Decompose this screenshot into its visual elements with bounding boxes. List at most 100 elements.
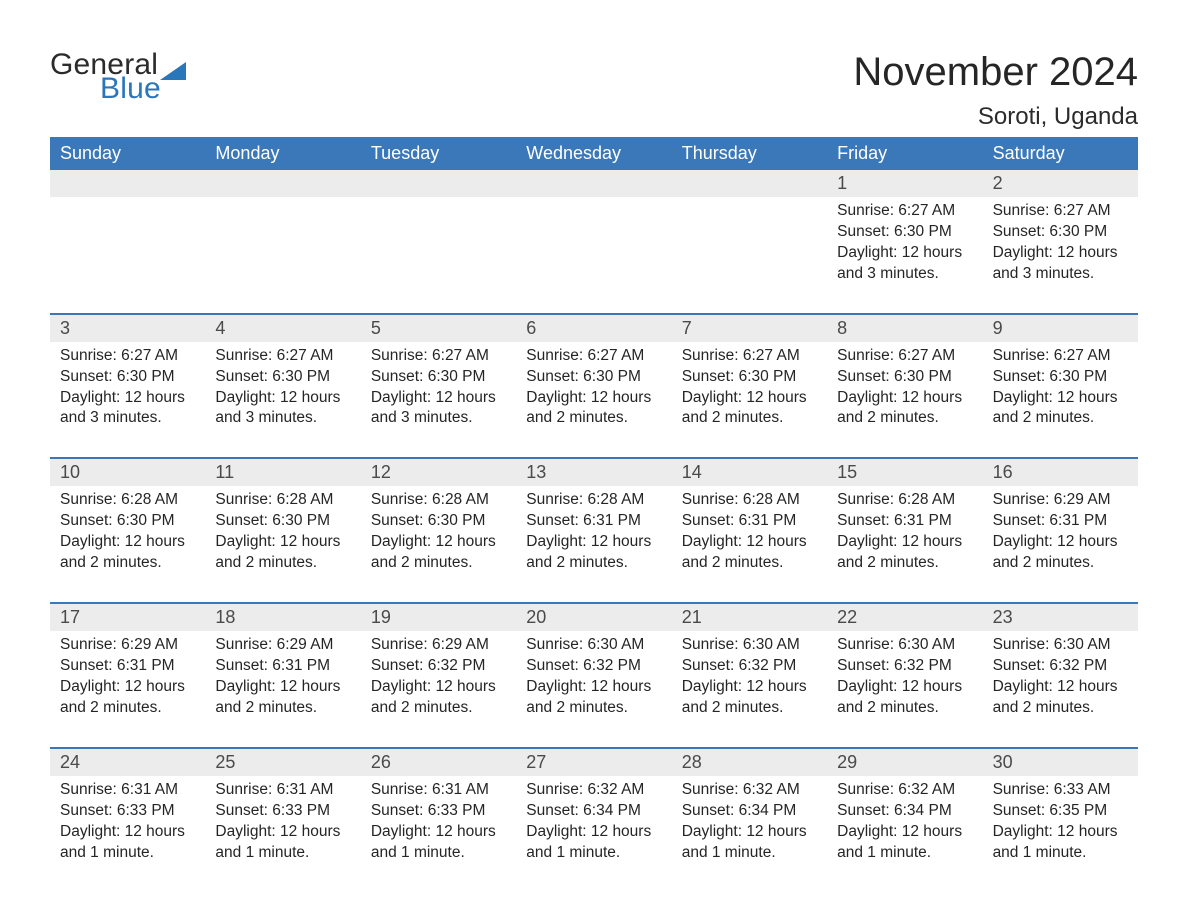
sunrise-line: Sunrise: 6:29 AM: [215, 635, 350, 656]
day-number: 16: [983, 459, 1138, 486]
daylight-line: Daylight: 12 hours and 1 minute.: [215, 822, 350, 864]
sunset-line: Sunset: 6:30 PM: [993, 367, 1128, 388]
day-cell: Sunrise: 6:27 AMSunset: 6:30 PMDaylight:…: [205, 342, 360, 440]
day-number: [361, 170, 516, 197]
calendar: SundayMondayTuesdayWednesdayThursdayFrid…: [50, 137, 1138, 873]
sunrise-line: Sunrise: 6:29 AM: [371, 635, 506, 656]
daylight-line: Daylight: 12 hours and 3 minutes.: [60, 388, 195, 430]
day-cell: [361, 197, 516, 295]
day-number: 7: [672, 315, 827, 342]
sunrise-line: Sunrise: 6:27 AM: [526, 346, 661, 367]
header: General Blue November 2024 Soroti, Ugand…: [50, 50, 1138, 131]
day-number: 17: [50, 604, 205, 631]
daylight-line: Daylight: 12 hours and 2 minutes.: [682, 677, 817, 719]
day-number: 2: [983, 170, 1138, 197]
day-cell: Sunrise: 6:29 AMSunset: 6:31 PMDaylight:…: [983, 486, 1138, 584]
sunset-line: Sunset: 6:34 PM: [682, 801, 817, 822]
day-body-row: Sunrise: 6:28 AMSunset: 6:30 PMDaylight:…: [50, 486, 1138, 584]
sunrise-line: Sunrise: 6:27 AM: [837, 201, 972, 222]
day-number: 30: [983, 749, 1138, 776]
dow-cell: Tuesday: [361, 137, 516, 170]
day-body-row: Sunrise: 6:27 AMSunset: 6:30 PMDaylight:…: [50, 342, 1138, 440]
day-cell: Sunrise: 6:27 AMSunset: 6:30 PMDaylight:…: [516, 342, 671, 440]
day-number: 27: [516, 749, 671, 776]
day-number: 15: [827, 459, 982, 486]
location: Soroti, Uganda: [853, 103, 1138, 131]
day-number: 10: [50, 459, 205, 486]
sunset-line: Sunset: 6:30 PM: [526, 367, 661, 388]
week-row: 24252627282930Sunrise: 6:31 AMSunset: 6:…: [50, 747, 1138, 874]
day-cell: Sunrise: 6:29 AMSunset: 6:31 PMDaylight:…: [50, 631, 205, 729]
sunrise-line: Sunrise: 6:27 AM: [682, 346, 817, 367]
dow-cell: Monday: [205, 137, 360, 170]
sunset-line: Sunset: 6:32 PM: [837, 656, 972, 677]
sunset-line: Sunset: 6:31 PM: [60, 656, 195, 677]
day-cell: Sunrise: 6:28 AMSunset: 6:31 PMDaylight:…: [516, 486, 671, 584]
day-cell: Sunrise: 6:33 AMSunset: 6:35 PMDaylight:…: [983, 776, 1138, 874]
sunrise-line: Sunrise: 6:30 AM: [837, 635, 972, 656]
sunrise-line: Sunrise: 6:28 AM: [682, 490, 817, 511]
daylight-line: Daylight: 12 hours and 1 minute.: [837, 822, 972, 864]
sunrise-line: Sunrise: 6:31 AM: [215, 780, 350, 801]
day-number: 12: [361, 459, 516, 486]
day-number: 8: [827, 315, 982, 342]
day-number: 3: [50, 315, 205, 342]
daylight-line: Daylight: 12 hours and 2 minutes.: [993, 677, 1128, 719]
day-number: 29: [827, 749, 982, 776]
daylight-line: Daylight: 12 hours and 1 minute.: [993, 822, 1128, 864]
day-cell: Sunrise: 6:28 AMSunset: 6:30 PMDaylight:…: [205, 486, 360, 584]
sunrise-line: Sunrise: 6:28 AM: [215, 490, 350, 511]
day-cell: Sunrise: 6:27 AMSunset: 6:30 PMDaylight:…: [827, 342, 982, 440]
daylight-line: Daylight: 12 hours and 1 minute.: [526, 822, 661, 864]
sunset-line: Sunset: 6:33 PM: [371, 801, 506, 822]
month-title: November 2024: [853, 50, 1138, 95]
day-cell: [672, 197, 827, 295]
sunrise-line: Sunrise: 6:27 AM: [837, 346, 972, 367]
sunset-line: Sunset: 6:30 PM: [215, 511, 350, 532]
sunrise-line: Sunrise: 6:28 AM: [371, 490, 506, 511]
day-body-row: Sunrise: 6:27 AMSunset: 6:30 PMDaylight:…: [50, 197, 1138, 295]
sunrise-line: Sunrise: 6:30 AM: [993, 635, 1128, 656]
daylight-line: Daylight: 12 hours and 2 minutes.: [371, 677, 506, 719]
day-number: 18: [205, 604, 360, 631]
week-row: 10111213141516Sunrise: 6:28 AMSunset: 6:…: [50, 457, 1138, 584]
sunset-line: Sunset: 6:30 PM: [371, 367, 506, 388]
day-cell: Sunrise: 6:29 AMSunset: 6:32 PMDaylight:…: [361, 631, 516, 729]
day-number: 5: [361, 315, 516, 342]
day-cell: Sunrise: 6:31 AMSunset: 6:33 PMDaylight:…: [361, 776, 516, 874]
daylight-line: Daylight: 12 hours and 2 minutes.: [215, 532, 350, 574]
daylight-line: Daylight: 12 hours and 2 minutes.: [526, 532, 661, 574]
day-number: 21: [672, 604, 827, 631]
daynum-band: 3456789: [50, 315, 1138, 342]
daylight-line: Daylight: 12 hours and 2 minutes.: [993, 388, 1128, 430]
daylight-line: Daylight: 12 hours and 1 minute.: [371, 822, 506, 864]
sunset-line: Sunset: 6:30 PM: [837, 367, 972, 388]
daynum-band: 17181920212223: [50, 604, 1138, 631]
daylight-line: Daylight: 12 hours and 2 minutes.: [682, 532, 817, 574]
title-block: November 2024 Soroti, Uganda: [853, 50, 1138, 131]
logo-text-blue: Blue: [100, 74, 186, 104]
sunrise-line: Sunrise: 6:30 AM: [682, 635, 817, 656]
daylight-line: Daylight: 12 hours and 2 minutes.: [837, 677, 972, 719]
daylight-line: Daylight: 12 hours and 2 minutes.: [526, 388, 661, 430]
sunrise-line: Sunrise: 6:28 AM: [526, 490, 661, 511]
sunrise-line: Sunrise: 6:27 AM: [993, 346, 1128, 367]
sunrise-line: Sunrise: 6:27 AM: [371, 346, 506, 367]
daylight-line: Daylight: 12 hours and 2 minutes.: [837, 532, 972, 574]
dow-cell: Thursday: [672, 137, 827, 170]
daylight-line: Daylight: 12 hours and 2 minutes.: [526, 677, 661, 719]
day-cell: Sunrise: 6:31 AMSunset: 6:33 PMDaylight:…: [205, 776, 360, 874]
daylight-line: Daylight: 12 hours and 2 minutes.: [60, 677, 195, 719]
day-number: 9: [983, 315, 1138, 342]
sunset-line: Sunset: 6:32 PM: [993, 656, 1128, 677]
day-cell: Sunrise: 6:31 AMSunset: 6:33 PMDaylight:…: [50, 776, 205, 874]
daylight-line: Daylight: 12 hours and 2 minutes.: [993, 532, 1128, 574]
sunrise-line: Sunrise: 6:28 AM: [837, 490, 972, 511]
day-number: 6: [516, 315, 671, 342]
daynum-band: 12: [50, 170, 1138, 197]
day-number: [516, 170, 671, 197]
sunset-line: Sunset: 6:31 PM: [526, 511, 661, 532]
sunset-line: Sunset: 6:30 PM: [60, 511, 195, 532]
day-body-row: Sunrise: 6:31 AMSunset: 6:33 PMDaylight:…: [50, 776, 1138, 874]
sunset-line: Sunset: 6:32 PM: [371, 656, 506, 677]
